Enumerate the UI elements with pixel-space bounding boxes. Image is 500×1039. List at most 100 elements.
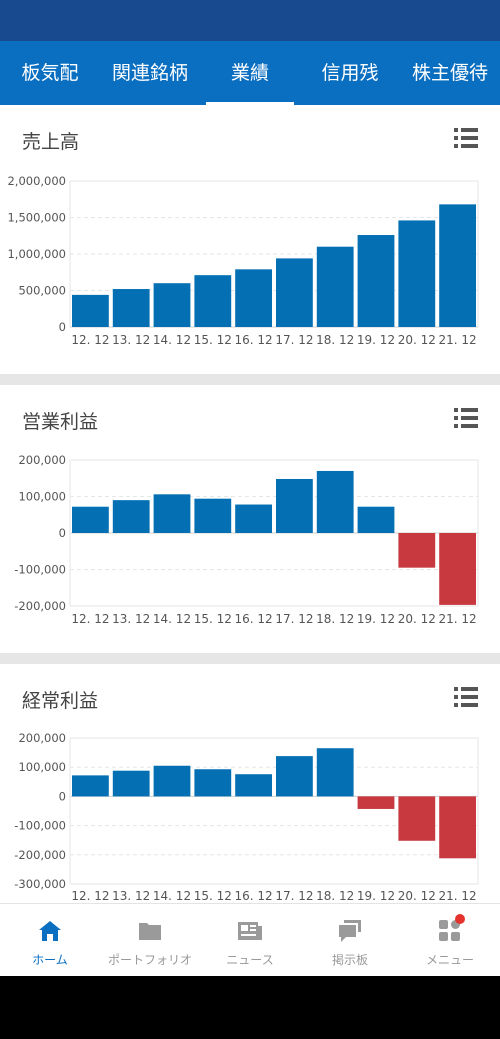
x-tick-label: 14. 12 [153,333,191,347]
chart-card-operating-profit: 営業利益 200,000 100,000 0 -100,000 -200,000 12. … [0,385,500,653]
bar[interactable] [357,796,395,809]
x-tick-label: 17. 12 [275,889,313,903]
tab-related-stocks[interactable]: 関連銘柄 [111,62,188,84]
x-tick-label: 16. 12 [235,333,273,347]
list-icon[interactable] [454,127,478,149]
x-tick-label: 18. 12 [316,889,354,903]
x-tick-label: 15. 12 [194,889,232,903]
bar[interactable] [398,796,436,841]
bar[interactable] [72,775,109,797]
bar[interactable] [112,770,150,797]
y-tick-label: 2,000,000 [7,174,66,188]
nav-portfolio[interactable]: ポートフォリオ [100,904,200,976]
x-tick-label: 20. 12 [398,612,436,626]
x-tick-label: 13. 12 [112,889,150,903]
notification-badge [455,914,465,924]
list-icon[interactable] [454,407,478,429]
x-tick-label: 14. 12 [153,612,191,626]
x-tick-label: 21. 12 [439,333,477,347]
tab-shareholder-benefits[interactable]: 株主優待 [411,62,488,84]
bar[interactable] [72,506,109,533]
x-tick-label: 17. 12 [275,333,313,347]
y-tick-label: 100,000 [18,760,66,774]
y-tick-label: 0 [59,320,66,334]
nav-label: 掲示板 [331,953,368,967]
bar[interactable] [439,533,476,605]
news-icon [238,922,262,940]
bar[interactable] [194,275,232,327]
x-tick-label: 19. 12 [357,612,395,626]
y-tick-label: -200,000 [14,599,66,613]
y-tick-label: 1,500,000 [7,211,66,225]
y-tick-label: 0 [59,526,66,540]
bar[interactable] [316,748,354,797]
bar[interactable] [276,756,313,797]
nav-home[interactable]: ホーム [0,904,100,976]
x-tick-label: 15. 12 [194,333,232,347]
x-tick-label: 16. 12 [235,612,273,626]
chart-card-ordinary-profit: 経常利益 200,000 100,000 0 -100,000 -200,000 -300… [0,664,500,904]
bar[interactable] [439,796,476,859]
chart-card-sales: 売上高 2,000,000 1,500,000 1,000,000 500,000 0 1… [0,105,500,374]
bar[interactable] [235,774,272,797]
home-icon [39,921,61,941]
folder-icon [139,923,161,940]
x-tick-label: 17. 12 [275,612,313,626]
nav-message-board[interactable]: 掲示板 [300,904,400,976]
tab-margin-balance[interactable]: 信用残 [321,62,379,84]
bar-chart-sales: 2,000,000 1,500,000 1,000,000 500,000 0 12. 1… [7,174,479,347]
bar[interactable] [316,246,354,327]
chart-title: 売上高 [22,131,80,153]
bar[interactable] [153,765,191,797]
bar[interactable] [235,504,272,533]
bar[interactable] [194,769,232,797]
bar[interactable] [153,283,191,327]
x-tick-label: 16. 12 [235,889,273,903]
y-tick-label: -200,000 [14,848,66,862]
bar[interactable] [398,220,436,327]
x-tick-label: 12. 12 [71,333,109,347]
list-icon[interactable] [454,686,478,708]
x-tick-label: 19. 12 [357,333,395,347]
bar[interactable] [357,506,395,533]
bar[interactable] [276,478,313,533]
x-tick-label: 15. 12 [194,612,232,626]
x-tick-label: 12. 12 [71,889,109,903]
bar[interactable] [112,500,150,533]
bar[interactable] [316,470,354,533]
y-tick-label: 500,000 [18,284,66,298]
nav-menu[interactable]: メニュー [400,904,500,976]
y-tick-label: -100,000 [14,819,66,833]
tab-order-book[interactable]: 板気配 [21,62,79,84]
y-tick-label: 200,000 [18,731,66,745]
bar[interactable] [398,533,436,568]
divider [0,653,500,664]
y-tick-label: -300,000 [14,877,66,891]
nav-news[interactable]: ニュース [200,904,300,976]
x-tick-label: 12. 12 [71,612,109,626]
x-tick-label: 13. 12 [112,612,150,626]
x-tick-label: 18. 12 [316,333,354,347]
chat-icon [339,920,361,942]
bar[interactable] [439,204,476,327]
menu-grid-icon [439,914,465,941]
bar[interactable] [235,269,272,327]
x-tick-label: 14. 12 [153,889,191,903]
bar[interactable] [112,289,150,327]
nav-label: ニュース [226,953,274,967]
bar-chart-operating-profit: 200,000 100,000 0 -100,000 -200,000 12. 12 13.… [14,453,479,626]
chart-title: 経常利益 [22,690,99,712]
bar[interactable] [72,294,109,327]
bar[interactable] [357,235,395,327]
tab-bar: 板気配 関連銘柄 業績 信用残 株主優待 [0,41,500,105]
nav-label: メニュー [425,953,474,967]
bottom-navigation: ホーム ポートフォリオ ニュース 掲示板 メ [0,903,500,976]
y-tick-label: 100,000 [18,490,66,504]
y-tick-label: 200,000 [18,453,66,467]
bar[interactable] [276,258,313,327]
x-tick-label: 18. 12 [316,612,354,626]
y-tick-label: 0 [59,789,66,803]
tab-performance[interactable]: 業績 [200,41,300,105]
bar[interactable] [194,498,232,533]
bar[interactable] [153,494,191,533]
